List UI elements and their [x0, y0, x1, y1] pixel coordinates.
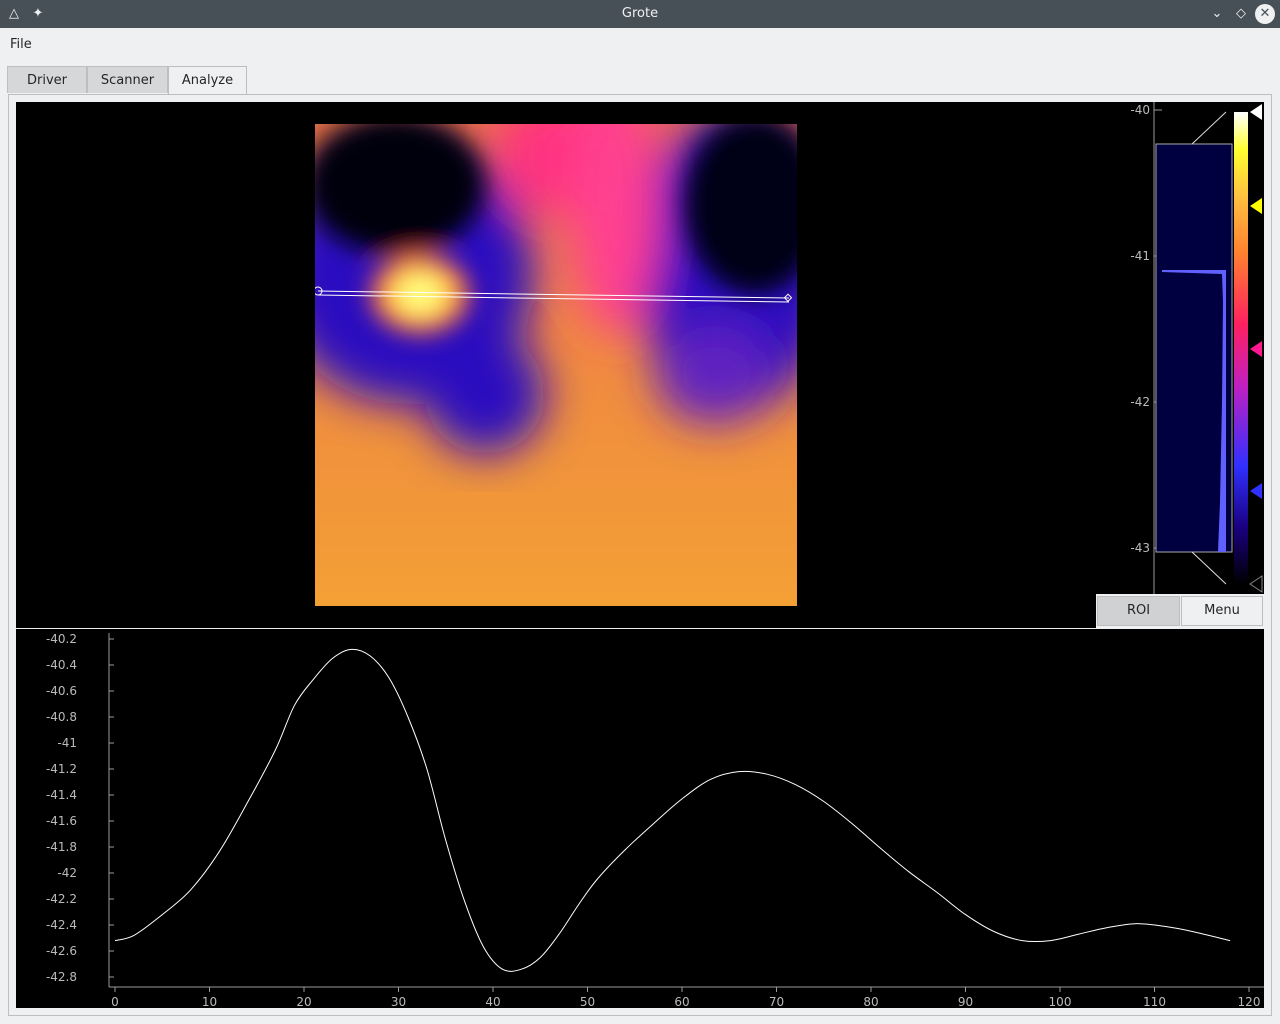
y-tick-label: -40.8 — [46, 710, 77, 724]
title-bar: △ ✦ Grote ⌄ ◇ ✕ — [0, 0, 1280, 28]
x-tick-label: 120 — [1238, 995, 1261, 1008]
y-tick-label: -41.8 — [46, 840, 77, 854]
x-tick-label: 30 — [391, 995, 406, 1008]
x-tick-label: 50 — [580, 995, 595, 1008]
y-tick-label: -41.6 — [46, 814, 77, 828]
roi-button[interactable]: ROI — [1097, 596, 1180, 626]
tab-analyze[interactable]: Analyze — [168, 66, 247, 95]
menu-button[interactable]: Menu — [1181, 596, 1263, 626]
y-tick-label: -42.2 — [46, 892, 77, 906]
histogram-tick-label: -42 — [1130, 395, 1150, 409]
y-tick-label: -40.4 — [46, 658, 77, 672]
pin-icon[interactable]: ✦ — [32, 6, 44, 21]
x-tick-label: 20 — [296, 995, 311, 1008]
x-tick-label: 60 — [674, 995, 689, 1008]
x-tick-label: 90 — [958, 995, 973, 1008]
app-icon: △ — [9, 6, 19, 21]
y-tick-label: -42.8 — [46, 970, 77, 984]
menu-file[interactable]: File — [10, 37, 32, 52]
image-view[interactable] — [16, 102, 1096, 628]
x-tick-label: 0 — [111, 995, 119, 1008]
colormap-bar[interactable] — [1234, 112, 1248, 584]
profile-series-line — [114, 648, 1231, 972]
colormap-handle-pink[interactable] — [1250, 341, 1262, 357]
tab-scanner[interactable]: Scanner — [87, 66, 168, 93]
colormap-handle-white[interactable] — [1250, 104, 1262, 120]
x-tick-label: 110 — [1143, 995, 1166, 1008]
y-tick-label: -41.4 — [46, 788, 77, 802]
maximize-icon[interactable]: ◇ — [1236, 6, 1246, 21]
window-title: Grote — [621, 6, 659, 21]
line-profile-plot[interactable]: -40.2 -40.4 -40.6 -40.8 -41 -41.2 -41.4 -41.6 -4… — [16, 629, 1264, 1008]
colormap-handle-yellow[interactable] — [1250, 198, 1262, 214]
colormap-handle-blue[interactable] — [1250, 483, 1262, 499]
histogram-tick-label: -41 — [1130, 249, 1150, 263]
y-tick-label: -42.6 — [46, 944, 77, 958]
y-tick-label: -41 — [57, 736, 77, 750]
colormap-handle-black[interactable] — [1249, 575, 1263, 593]
y-tick-label: -42 — [57, 866, 77, 880]
histogram-widget[interactable]: -40 -41 -42 -43 — [1096, 102, 1264, 594]
histogram-tick-label: -40 — [1130, 103, 1150, 117]
histogram-tick-label: -43 — [1130, 541, 1150, 555]
tab-driver[interactable]: Driver — [7, 66, 87, 93]
x-tick-label: 80 — [863, 995, 878, 1008]
y-tick-label: -40.2 — [46, 632, 77, 646]
heatmap-image — [315, 124, 797, 606]
histogram-region[interactable] — [1155, 143, 1233, 553]
menu-bar: File — [0, 28, 1280, 60]
x-tick-label: 70 — [769, 995, 784, 1008]
y-tick-label: -41.2 — [46, 762, 77, 776]
y-tick-label: -40.6 — [46, 684, 77, 698]
histogram-plot — [1162, 270, 1226, 552]
close-icon[interactable]: ✕ — [1255, 4, 1275, 24]
minimize-icon[interactable]: ⌄ — [1211, 6, 1223, 21]
x-tick-label: 10 — [202, 995, 217, 1008]
x-tick-label: 40 — [485, 995, 500, 1008]
x-tick-label: 100 — [1049, 995, 1072, 1008]
y-tick-label: -42.4 — [46, 918, 77, 932]
